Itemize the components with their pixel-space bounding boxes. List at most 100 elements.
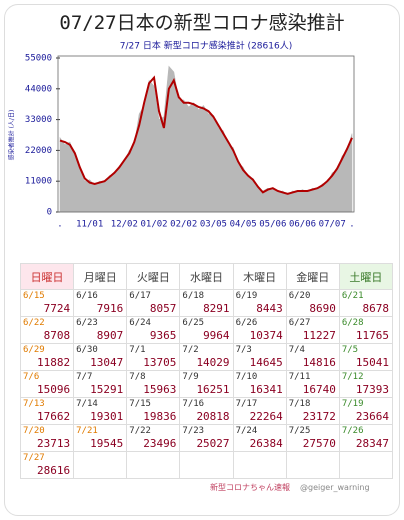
estimate: 15096 [37,383,71,396]
estimate: 8443 [256,302,283,315]
date: 7/9 [182,372,199,382]
day-cell: 7/4 14816 [286,344,340,371]
y-tick-label: 44000 [25,84,52,94]
estimate: 16740 [302,383,336,396]
day-cell: 7/9 16251 [180,371,234,398]
date: 7/4 [288,345,305,355]
date: 6/18 [182,291,205,301]
day-cell: 6/15 7724 [21,290,75,317]
date: 7/22 [129,426,151,436]
date: 6/20 [288,291,311,301]
smoothed-line [59,75,353,195]
date: 6/25 [182,318,205,328]
day-cell: 6/22 8708 [21,317,75,344]
day-cell: 6/17 8057 [127,290,181,317]
date: 6/23 [76,318,98,328]
date: 7/27 [23,453,45,463]
day-cell: 6/26 10374 [233,317,287,344]
day-cell [233,452,287,479]
estimate: 8907 [96,329,124,342]
date: 7/13 [23,399,45,409]
estimate: 16251 [196,383,230,396]
estimate: 13705 [143,356,177,369]
estimate: 7916 [96,302,124,315]
footer: 新型コロナちゃん速報 @geiger_warning [210,482,370,493]
date: 6/16 [76,291,98,301]
x-tick-label: 05/06 [259,220,286,230]
estimate: 22264 [249,410,283,423]
y-tick-label: 11000 [25,177,52,187]
card [4,4,400,516]
calendar-table: 日曜日 月曜日 火曜日 水曜日 木曜日 金曜日 土曜日 6/15 7724 6/16 7916 6/1… [20,263,393,479]
date: 7/14 [76,399,98,409]
estimate: 13047 [90,356,124,369]
estimate: 27570 [302,437,336,450]
day-cell: 6/30 13047 [74,344,128,371]
estimate: 28347 [355,437,389,450]
day-cell: 7/19 23664 [339,398,393,425]
day-cell: 7/11 16740 [286,371,340,398]
estimate: 7724 [43,302,71,315]
day-cell: 6/25 9964 [180,317,234,344]
date: 7/19 [341,399,364,409]
x-tick-label: 07/07 [319,220,346,230]
date: 7/2 [182,345,199,355]
day-cell: 7/20 23713 [21,425,75,452]
estimate: 20818 [196,410,230,423]
date: 6/30 [76,345,98,355]
day-cell: 7/22 23496 [127,425,181,452]
date: 6/19 [235,291,258,301]
day-cell [127,452,181,479]
estimate: 23496 [143,437,177,450]
x-tick-label: 04/05 [230,220,257,230]
date: 7/5 [341,345,359,355]
date: 7/17 [235,399,258,409]
date: 6/15 [23,291,45,301]
date: 7/16 [182,399,205,409]
x-tick-label: . [57,220,62,230]
date: 6/29 [23,345,45,355]
estimate: 23172 [302,410,336,423]
estimate: 8690 [309,302,336,315]
estimate: 19545 [90,437,124,450]
date: 7/25 [288,426,311,436]
date: 6/26 [235,318,258,328]
date: 7/24 [235,426,258,436]
day-cell: 7/3 14645 [233,344,287,371]
estimate: 19836 [143,410,177,423]
weekday-header: 土曜日 [339,264,393,290]
estimate: 8708 [43,329,71,342]
day-cell: 7/23 25027 [180,425,234,452]
x-tick-label: 11/01 [76,220,103,230]
date: 7/10 [235,372,258,382]
day-cell [180,452,234,479]
estimate: 11882 [37,356,71,369]
day-cell [74,452,128,479]
date: 7/20 [23,426,45,436]
date: 7/3 [235,345,252,355]
estimate: 26384 [249,437,283,450]
estimate: 15291 [90,383,124,396]
estimate: 14029 [196,356,230,369]
page-title: 07/27日本の新型コロナ感染推計 [59,12,345,34]
day-cell: 7/2 14029 [180,344,234,371]
date: 7/18 [288,399,311,409]
y-tick-label: 55000 [25,54,52,64]
day-cell: 7/5 15041 [339,344,393,371]
date: 7/12 [341,372,364,382]
day-cell: 6/18 8291 [180,290,234,317]
day-cell: 7/16 20818 [180,398,234,425]
x-tick-label: 02/02 [170,220,197,230]
day-cell: 6/23 8907 [74,317,128,344]
date: 6/21 [341,291,364,301]
weekday-header: 火曜日 [127,264,181,290]
source: 新型コロナちゃん速報 [210,483,290,492]
estimate: 16341 [249,383,283,396]
estimate: 14816 [302,356,336,369]
estimate: 25027 [196,437,230,450]
day-cell: 7/6 15096 [21,371,75,398]
day-cell: 7/27 28616 [21,452,75,479]
day-cell: 7/26 28347 [339,425,393,452]
day-cell: 7/12 17393 [339,371,393,398]
